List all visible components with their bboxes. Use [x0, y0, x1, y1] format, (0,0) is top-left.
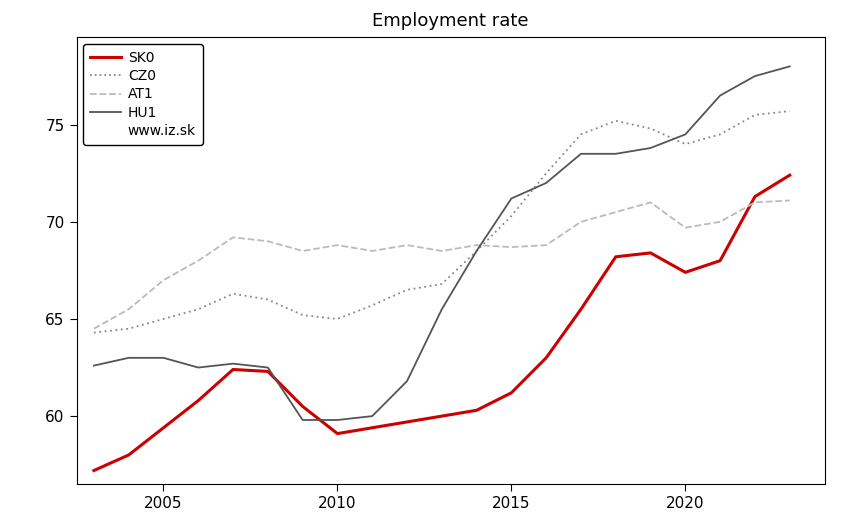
CZ0 — [228, 290, 238, 297]
HU1 — [437, 306, 447, 312]
AT1 — [193, 257, 203, 264]
Title: Employment rate: Employment rate — [372, 12, 529, 30]
SK0 — [472, 407, 482, 413]
SK0 — [437, 413, 447, 419]
SK0 — [680, 269, 690, 276]
AT1 — [332, 242, 343, 248]
AT1 — [645, 199, 655, 205]
AT1 — [785, 197, 795, 204]
HU1 — [472, 248, 482, 254]
HU1 — [541, 180, 552, 186]
CZ0 — [680, 141, 690, 147]
CZ0 — [785, 108, 795, 114]
CZ0 — [402, 287, 412, 293]
SK0 — [367, 425, 377, 431]
HU1 — [123, 355, 133, 361]
SK0 — [193, 397, 203, 404]
SK0 — [541, 355, 552, 361]
HU1 — [750, 73, 760, 79]
HU1 — [507, 195, 517, 202]
Line: CZ0: CZ0 — [94, 111, 790, 332]
CZ0 — [332, 316, 343, 322]
SK0 — [158, 425, 168, 431]
SK0 — [88, 467, 99, 473]
SK0 — [123, 452, 133, 458]
CZ0 — [298, 312, 308, 318]
AT1 — [88, 326, 99, 332]
CZ0 — [437, 281, 447, 287]
HU1 — [88, 362, 99, 369]
AT1 — [541, 242, 552, 248]
AT1 — [575, 219, 586, 225]
AT1 — [750, 199, 760, 205]
CZ0 — [575, 131, 586, 138]
Line: SK0: SK0 — [94, 175, 790, 470]
AT1 — [158, 277, 168, 284]
HU1 — [332, 417, 343, 423]
HU1 — [228, 361, 238, 367]
AT1 — [610, 209, 620, 215]
SK0 — [715, 257, 725, 264]
CZ0 — [193, 306, 203, 312]
SK0 — [610, 254, 620, 260]
Line: AT1: AT1 — [94, 201, 790, 329]
AT1 — [715, 219, 725, 225]
AT1 — [472, 242, 482, 248]
Legend: SK0, CZ0, AT1, HU1, www.iz.sk: SK0, CZ0, AT1, HU1, www.iz.sk — [83, 44, 203, 145]
SK0 — [332, 430, 343, 437]
CZ0 — [610, 118, 620, 124]
AT1 — [228, 234, 238, 240]
HU1 — [402, 378, 412, 384]
CZ0 — [645, 126, 655, 132]
AT1 — [263, 238, 273, 244]
HU1 — [715, 93, 725, 99]
CZ0 — [123, 326, 133, 332]
HU1 — [298, 417, 308, 423]
HU1 — [158, 355, 168, 361]
HU1 — [610, 151, 620, 157]
AT1 — [298, 248, 308, 254]
CZ0 — [367, 302, 377, 309]
SK0 — [785, 172, 795, 178]
HU1 — [645, 145, 655, 151]
Line: HU1: HU1 — [94, 66, 790, 420]
CZ0 — [158, 316, 168, 322]
AT1 — [367, 248, 377, 254]
CZ0 — [715, 131, 725, 138]
CZ0 — [507, 213, 517, 219]
CZ0 — [541, 170, 552, 177]
HU1 — [785, 63, 795, 70]
CZ0 — [472, 248, 482, 254]
SK0 — [575, 306, 586, 312]
SK0 — [645, 250, 655, 256]
SK0 — [298, 403, 308, 410]
AT1 — [437, 248, 447, 254]
HU1 — [575, 151, 586, 157]
AT1 — [680, 225, 690, 231]
CZ0 — [263, 296, 273, 303]
SK0 — [402, 419, 412, 425]
SK0 — [263, 368, 273, 375]
SK0 — [750, 193, 760, 200]
AT1 — [123, 306, 133, 312]
HU1 — [367, 413, 377, 419]
HU1 — [680, 131, 690, 138]
HU1 — [263, 364, 273, 371]
CZ0 — [88, 329, 99, 336]
HU1 — [193, 364, 203, 371]
SK0 — [507, 389, 517, 396]
CZ0 — [750, 112, 760, 118]
AT1 — [402, 242, 412, 248]
AT1 — [507, 244, 517, 250]
SK0 — [228, 367, 238, 373]
